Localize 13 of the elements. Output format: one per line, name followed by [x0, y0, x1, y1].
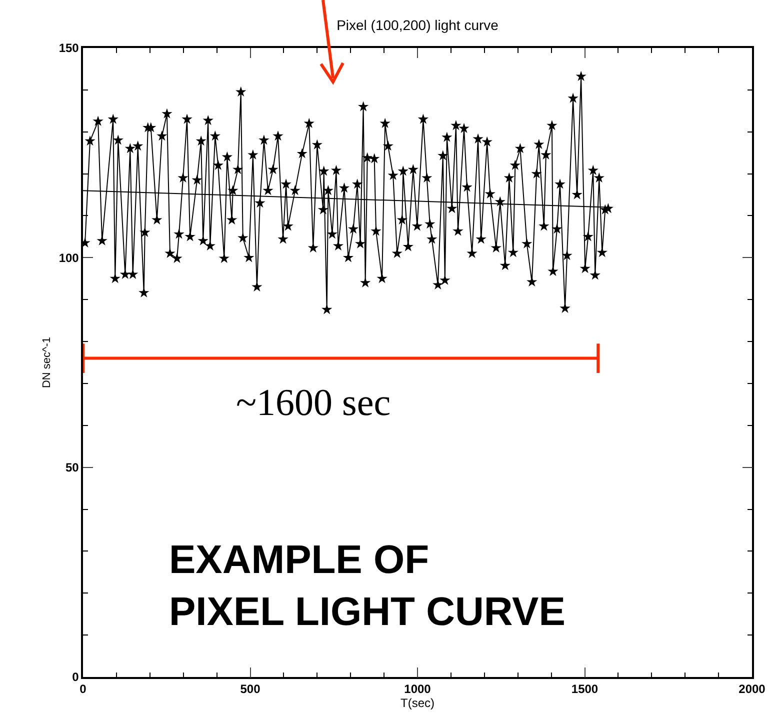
- x-tick-label: 1000: [404, 682, 432, 696]
- y-tick-label: 0: [72, 670, 80, 684]
- x-axis-title: T(sec): [400, 696, 434, 710]
- x-tick-label: 500: [240, 682, 261, 696]
- chart-title: Pixel (100,200) light curve: [336, 17, 499, 33]
- y-tick-label: 50: [65, 460, 80, 475]
- x-tick-label: 2000: [738, 682, 766, 696]
- annotation: EXAMPLE OF PIXEL LIGHT CURVE: [169, 538, 566, 634]
- y-tick-label: 100: [58, 250, 80, 265]
- x-tick-label: 1500: [571, 682, 598, 696]
- annotation: ~1600 sec: [236, 382, 391, 424]
- y-axis-title: DN sec^-1: [40, 336, 53, 388]
- y-tick-label: 150: [58, 41, 80, 56]
